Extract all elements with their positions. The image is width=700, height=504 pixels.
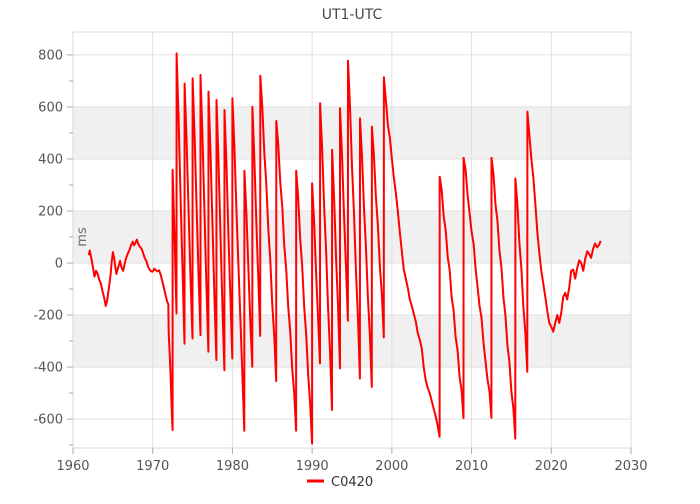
- svg-text:2010: 2010: [455, 459, 488, 474]
- svg-text:-600: -600: [33, 413, 63, 428]
- legend-label: C0420: [331, 475, 373, 490]
- svg-text:2030: 2030: [614, 459, 647, 474]
- svg-text:600: 600: [38, 100, 63, 115]
- data-line-c0420: [87, 52, 602, 445]
- svg-text:2020: 2020: [535, 459, 568, 474]
- chart-title: UT1-UTC: [322, 7, 383, 23]
- svg-text:0: 0: [55, 257, 63, 272]
- svg-text:2000: 2000: [375, 459, 408, 474]
- y-axis-title: ms: [75, 227, 90, 247]
- svg-text:800: 800: [38, 48, 63, 63]
- x-axis-tick-labels: 1960 1970 1980 1990 2000 2010 2020 2030: [56, 459, 647, 474]
- legend-item-c0420[interactable]: C0420: [307, 475, 373, 490]
- svg-text:1980: 1980: [216, 459, 249, 474]
- svg-text:400: 400: [38, 152, 63, 167]
- svg-text:200: 200: [38, 204, 63, 219]
- svg-text:1960: 1960: [56, 459, 89, 474]
- svg-text:-400: -400: [33, 361, 63, 376]
- axis-tick-marks: [67, 54, 632, 454]
- svg-text:-200: -200: [33, 309, 63, 324]
- svg-text:1990: 1990: [296, 459, 329, 474]
- y-axis-tick-labels: -600 -400 -200 0 200 400 600 800: [33, 48, 63, 427]
- plot-frame: [72, 31, 632, 449]
- svg-text:1970: 1970: [136, 459, 169, 474]
